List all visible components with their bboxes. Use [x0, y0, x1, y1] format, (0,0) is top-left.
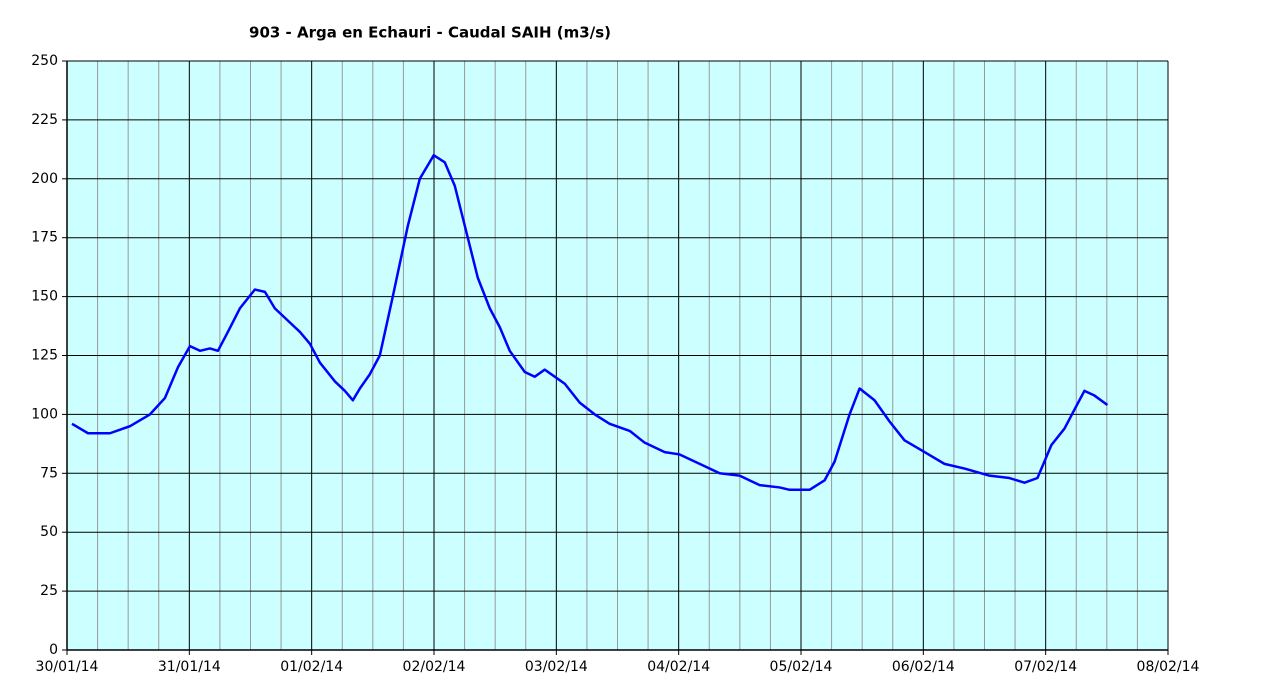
- x-tick-label: 01/02/14: [280, 659, 343, 675]
- y-tick-label: 250: [31, 53, 58, 69]
- x-tick-label: 03/02/14: [525, 659, 588, 675]
- y-tick-label: 175: [31, 230, 58, 246]
- y-tick-label: 125: [31, 348, 58, 364]
- x-tick-label: 05/02/14: [770, 659, 833, 675]
- x-tick-label: 07/02/14: [1014, 659, 1077, 675]
- x-tick-label: 08/02/14: [1137, 659, 1200, 675]
- y-tick-label: 200: [31, 171, 58, 187]
- chart-title: 903 - Arga en Echauri - Caudal SAIH (m3/…: [249, 24, 611, 42]
- data-line: [71, 153, 1109, 492]
- y-tick-label: 0: [49, 642, 58, 658]
- y-tick-label: 150: [31, 289, 58, 305]
- x-tick-label: 04/02/14: [647, 659, 710, 675]
- y-tick-label: 50: [40, 524, 58, 540]
- y-tick-label: 100: [31, 406, 58, 422]
- x-tick-label: 06/02/14: [892, 659, 955, 675]
- x-tick-label: 02/02/14: [403, 659, 466, 675]
- y-tick-label: 225: [31, 112, 58, 128]
- y-tick-label: 75: [40, 465, 58, 481]
- x-tick-label: 30/01/14: [36, 659, 99, 675]
- x-tick-label: 31/01/14: [158, 659, 221, 675]
- y-tick-label: 25: [40, 583, 58, 599]
